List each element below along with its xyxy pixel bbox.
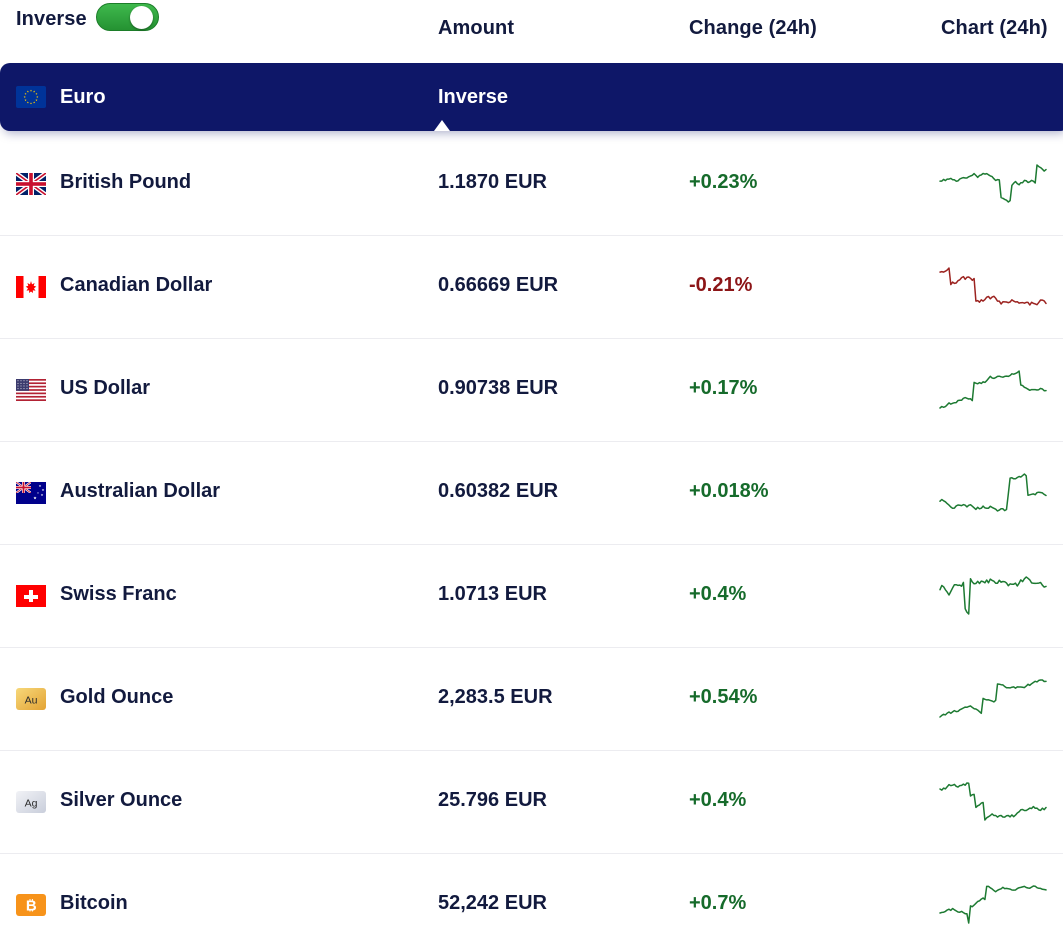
svg-text:B: B: [26, 897, 37, 914]
svg-text:Au: Au: [25, 694, 38, 706]
svg-text:Ag: Ag: [25, 797, 38, 809]
